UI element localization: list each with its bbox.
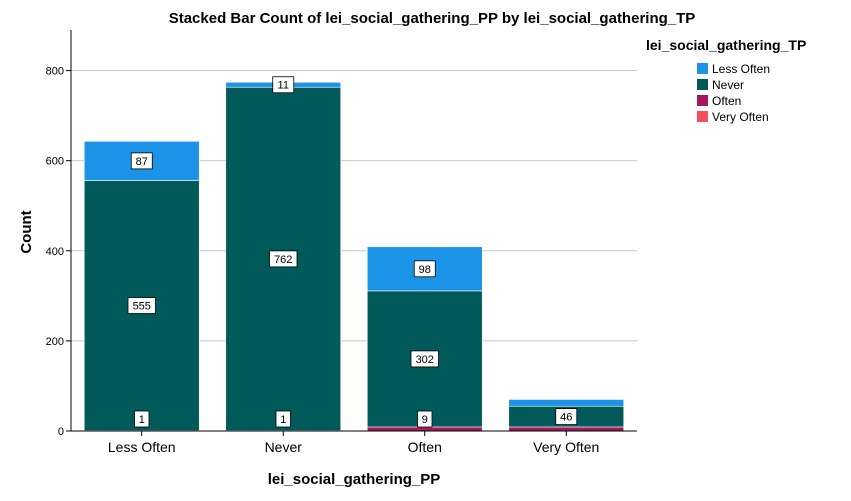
- data-labels: 1 555 87 1 762 11 9 302 98 46: [127, 76, 578, 428]
- data-label-text: 762: [274, 254, 292, 266]
- x-tick-label: Very Often: [533, 439, 599, 455]
- axes: 0 200 400 600 800 Less Often Never Often Very Of…: [46, 30, 637, 455]
- data-label-box: [275, 410, 291, 428]
- x-tick-label: Less Often: [108, 439, 176, 455]
- legend-label: Less Often: [712, 62, 770, 76]
- data-label-box: [417, 410, 433, 428]
- data-label-text: 46: [560, 412, 572, 424]
- data-label-box: [127, 297, 156, 314]
- legend-title: lei_social_gathering_TP: [646, 37, 806, 53]
- data-label-often-never: 302: [410, 350, 439, 368]
- y-tick-label: 0: [58, 426, 64, 438]
- data-label-box: [410, 350, 439, 368]
- data-label-text: 11: [278, 80, 289, 92]
- data-label-box: [130, 152, 153, 170]
- legend-swatch: [697, 111, 708, 122]
- legend-swatch: [697, 63, 708, 74]
- data-label-often-less-often: 98: [413, 260, 436, 278]
- data-label-box: [272, 76, 295, 94]
- y-tick-label: 600: [46, 156, 64, 168]
- data-label-very-often-never: 46: [555, 408, 578, 425]
- legend-label: Never: [712, 78, 744, 92]
- data-label-box: [269, 250, 298, 268]
- data-label-less-often-less-often: 87: [130, 152, 153, 170]
- data-label-text: 9: [422, 414, 428, 426]
- data-label-never-never: 762: [269, 250, 298, 268]
- chart-title: Stacked Bar Count of lei_social_gatherin…: [169, 10, 696, 27]
- data-label-box: [134, 410, 150, 428]
- bar-often-often: [366, 426, 483, 432]
- x-axis-title: lei_social_gathering_PP: [268, 471, 441, 488]
- legend-item-less-often: Less Often: [697, 62, 770, 76]
- y-axis-title: Count: [18, 210, 35, 253]
- bar-often-less-often: [366, 246, 483, 292]
- data-label-text: 98: [419, 264, 431, 276]
- legend-swatch: [697, 79, 708, 90]
- data-label-box: [555, 408, 578, 425]
- y-tick-label: 800: [46, 66, 64, 78]
- y-tick-label: 400: [46, 246, 64, 258]
- legend: lei_social_gathering_TP Less Often Never O…: [646, 37, 806, 124]
- legend-label: Often: [712, 94, 741, 108]
- data-label-never-often: 1: [275, 410, 291, 428]
- y-tick-label: 200: [46, 336, 64, 348]
- data-label-text: 1: [280, 414, 286, 426]
- legend-item-never: Never: [697, 78, 744, 92]
- data-label-less-often-never: 555: [127, 297, 156, 314]
- x-tick-label: Never: [265, 439, 303, 455]
- legend-label: Very Often: [712, 110, 769, 124]
- legend-swatch: [697, 95, 708, 106]
- legend-item-very-often: Very Often: [697, 110, 769, 124]
- data-label-text: 1: [139, 414, 145, 426]
- data-label-text: 302: [416, 354, 434, 366]
- bars: [83, 81, 625, 432]
- data-label-less-often-often: 1: [134, 410, 150, 428]
- legend-item-often: Often: [697, 94, 741, 108]
- data-label-text: 87: [136, 156, 148, 168]
- data-label-never-less-often: 11: [272, 76, 295, 94]
- bar-very-often-less-often: [508, 399, 625, 407]
- data-label-box: [413, 260, 436, 278]
- data-label-often-often: 9: [417, 410, 433, 428]
- data-label-text: 555: [133, 301, 151, 313]
- x-tick-label: Often: [408, 439, 442, 455]
- bar-very-often-often: [508, 426, 625, 432]
